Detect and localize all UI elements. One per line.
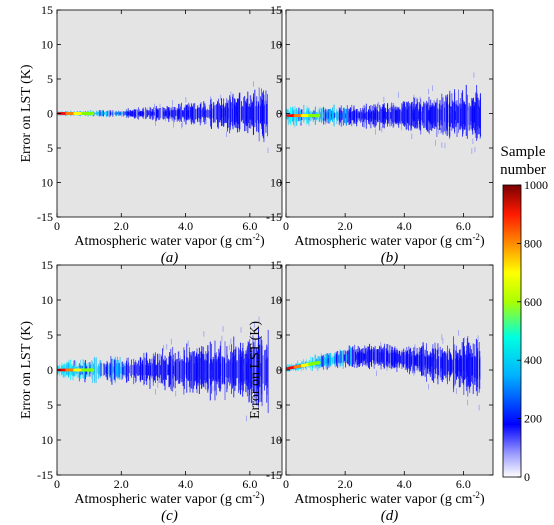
y-tick-label: 10 [270, 38, 282, 52]
x-axis-label: Atmospheric water vapor (g cm-2) [294, 232, 485, 249]
colorbar-title-line1: Sample [501, 144, 546, 160]
x-tick-label: 6.0 [456, 477, 471, 491]
y-axis-label: Error on LST (K) [19, 64, 34, 162]
y-tick-label: 0 [276, 363, 282, 377]
density-cloud [57, 316, 269, 422]
x-tick-label: 6.0 [456, 219, 471, 233]
panel-label: (a) [161, 250, 179, 266]
y-tick-label: 15 [41, 258, 53, 272]
y-tick-label: -15 [266, 210, 282, 224]
y-tick-label: 10 [41, 38, 53, 52]
colorbar-tick-label: 600 [524, 295, 542, 309]
colorbar: 1000 800 600 400 200 0 Sample number [500, 144, 548, 484]
density-core [286, 361, 321, 370]
y-axis-label: Error on LST (K) [248, 321, 263, 419]
x-tick-label: 2.0 [338, 477, 353, 491]
x-axis-label-superscript: -2 [472, 232, 480, 242]
x-axis-label-superscript: -2 [252, 232, 260, 242]
y-axis-label: Error on LST (K) [19, 321, 34, 419]
colorbar-tick-label: 800 [524, 236, 542, 250]
panel-label: (c) [161, 508, 178, 524]
x-tick-label: 2.0 [114, 219, 129, 233]
y-tick-label: 0 [47, 107, 53, 121]
y-tick-label: -15 [37, 468, 53, 482]
y-tick-label: 5 [276, 72, 282, 86]
y-tick-label: 5 [47, 398, 53, 412]
y-tick-label: 10 [270, 176, 282, 190]
y-tick-label: 15 [270, 3, 282, 17]
y-tick-label: 0 [276, 107, 282, 121]
x-axis-label-superscript: -2 [252, 490, 260, 500]
x-tick-label: 4.0 [178, 477, 193, 491]
y-tick-label: 10 [41, 293, 53, 307]
x-tick-label: 0 [54, 219, 60, 233]
x-axis-label-text: Atmospheric water vapor (g cm [74, 492, 252, 507]
y-tick-label: 10 [41, 433, 53, 447]
x-tick-label: 0 [283, 219, 289, 233]
panel-label: (b) [381, 250, 399, 266]
x-tick-label: 4.0 [397, 219, 412, 233]
y-tick-label: -15 [37, 210, 53, 224]
y-tick-label: -15 [266, 468, 282, 482]
panel-label: (d) [381, 508, 399, 524]
colorbar-title-line2: number [500, 162, 546, 178]
y-tick-label: 5 [276, 328, 282, 342]
y-tick-label: 5 [276, 141, 282, 155]
x-tick-label: 0 [54, 477, 60, 491]
density-cloud [285, 72, 481, 154]
x-tick-label: 6.0 [242, 477, 257, 491]
y-tick-label: 15 [270, 258, 282, 272]
colorbar-tick-label: 0 [524, 470, 530, 484]
x-tick-label: 2.0 [338, 219, 353, 233]
x-axis-label-superscript: -2 [472, 490, 480, 500]
x-axis-label-close: ) [480, 492, 485, 507]
x-tick-label: 4.0 [397, 477, 412, 491]
x-axis-label-close: ) [260, 234, 265, 249]
x-tick-label: 2.0 [114, 477, 129, 491]
x-axis-label-text: Atmospheric water vapor (g cm [294, 234, 472, 249]
y-tick-label: 5 [47, 141, 53, 155]
y-tick-label: 5 [276, 398, 282, 412]
x-axis-label-text: Atmospheric water vapor (g cm [294, 492, 472, 507]
x-axis-label-text: Atmospheric water vapor (g cm [74, 234, 252, 249]
y-tick-label: 10 [41, 176, 53, 190]
colorbar-tick-label: 400 [524, 353, 542, 367]
x-tick-label: 4.0 [178, 219, 193, 233]
x-axis-label: Atmospheric water vapor (g cm-2) [294, 490, 485, 507]
colorbar-tick-label: 1000 [524, 178, 548, 192]
density-cloud [285, 330, 481, 411]
colorbar-scale [502, 184, 522, 478]
x-axis-label: Atmospheric water vapor (g cm-2) [74, 490, 265, 507]
x-tick-label: 6.0 [242, 219, 257, 233]
y-tick-label: 10 [270, 433, 282, 447]
density-cloud [56, 81, 269, 153]
y-tick-label: 5 [47, 72, 53, 86]
y-tick-label: 10 [270, 293, 282, 307]
x-axis-label-close: ) [480, 234, 485, 249]
y-tick-label: 5 [47, 328, 53, 342]
x-axis-label: Atmospheric water vapor (g cm-2) [74, 232, 265, 249]
x-tick-label: 0 [283, 477, 289, 491]
colorbar-tick-label: 200 [524, 412, 542, 426]
x-axis-label-close: ) [260, 492, 265, 507]
y-tick-label: 15 [41, 3, 53, 17]
y-tick-label: 0 [47, 363, 53, 377]
